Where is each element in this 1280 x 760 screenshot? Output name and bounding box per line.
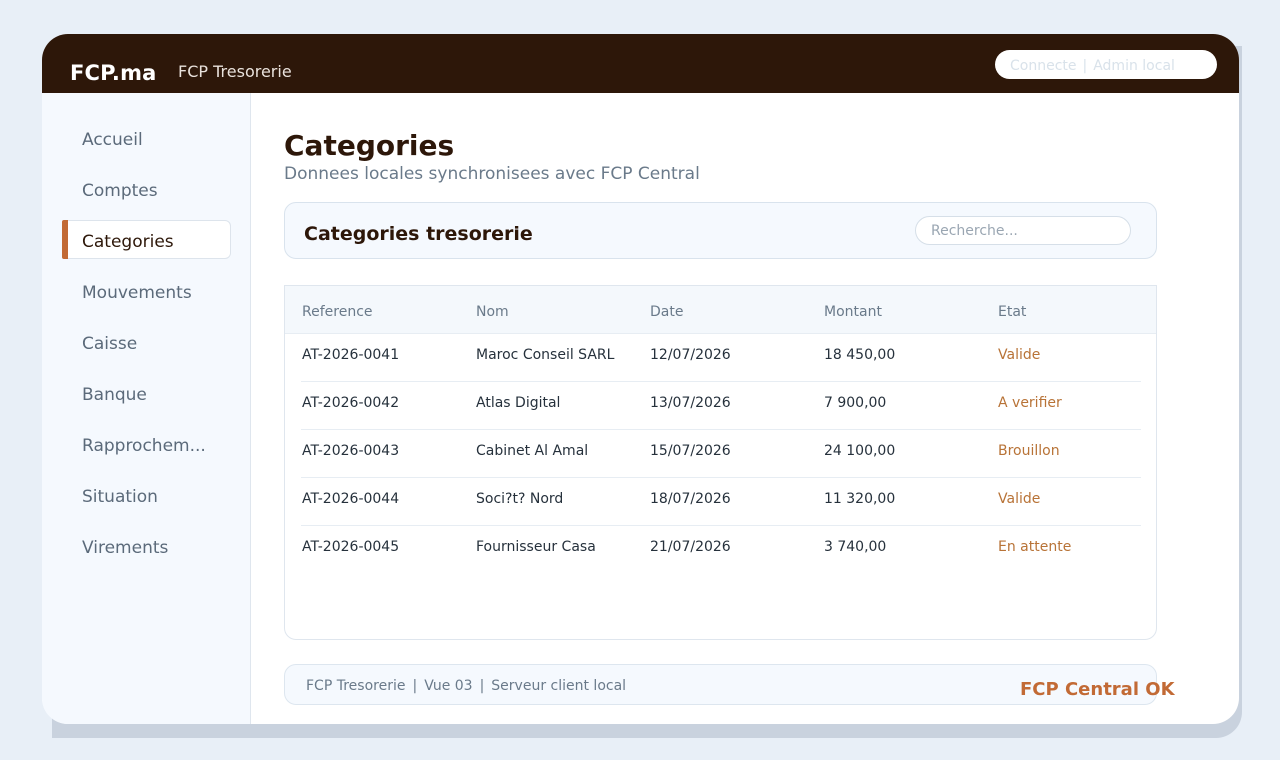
sidebar-item-situation[interactable]: Situation [82,487,158,507]
panel-title: Categories tresorerie [304,223,533,245]
table-row[interactable]: AT-2026-0042 Atlas Digital 13/07/2026 7 … [301,382,1141,430]
sidebar-item-comptes[interactable]: Comptes [82,181,158,201]
cell-date: 12/07/2026 [650,347,731,363]
cell-etat: En attente [998,539,1072,555]
cell-etat: A verifier [998,395,1062,411]
sidebar-item-banque[interactable]: Banque [82,385,147,405]
app-title: FCP Tresorerie [178,62,292,81]
search-input[interactable] [915,216,1131,245]
column-header-nom[interactable]: Nom [476,304,509,320]
table-row[interactable]: AT-2026-0044 Soci?t? Nord 18/07/2026 11 … [301,478,1141,526]
central-status-badge: FCP Central OK [1020,679,1175,700]
connection-status: Connecte [1010,58,1077,74]
footer-server: Serveur client local [491,678,627,694]
cell-montant: 24 100,00 [824,443,896,459]
cell-montant: 7 900,00 [824,395,887,411]
table-row[interactable]: AT-2026-0043 Cabinet Al Amal 15/07/2026 … [301,430,1141,478]
sidebar-item-rapprochement[interactable]: Rapprochem... [82,436,206,456]
column-header-reference[interactable]: Reference [302,304,373,320]
cell-montant: 11 320,00 [824,491,896,507]
sidebar-item-label: Categories [82,232,174,252]
page-title: Categories [284,129,455,162]
cell-montant: 3 740,00 [824,539,887,555]
footer-separator: | [479,678,485,694]
sidebar: Accueil Comptes Categories Mouvements Ca… [42,93,251,724]
cell-nom: Fournisseur Casa [476,539,596,555]
table-row[interactable]: AT-2026-0041 Maroc Conseil SARL 12/07/20… [301,334,1141,382]
cell-nom: Cabinet Al Amal [476,443,589,459]
top-bar: FCP.ma FCP Tresorerie Connecte | Admin loc… [42,34,1239,93]
footer-view: Vue 03 [424,678,473,694]
status-footer: FCP Tresorerie | Vue 03 | Serveur client loc… [284,664,1157,705]
sidebar-item-categories[interactable]: Categories [62,220,231,259]
cell-etat: Valide [998,347,1041,363]
sidebar-item-caisse[interactable]: Caisse [82,334,138,354]
brand-logo[interactable]: FCP.ma [70,61,157,85]
cell-date: 15/07/2026 [650,443,731,459]
cell-etat: Brouillon [998,443,1060,459]
footer-app: FCP Tresorerie [306,678,406,694]
sidebar-item-accueil[interactable]: Accueil [82,130,143,150]
connection-status-pill[interactable]: Connecte | Admin local [995,50,1217,79]
cell-date: 18/07/2026 [650,491,731,507]
sidebar-item-mouvements[interactable]: Mouvements [82,283,192,303]
cell-date: 13/07/2026 [650,395,731,411]
cell-nom: Maroc Conseil SARL [476,347,615,363]
panel-header: Categories tresorerie [284,202,1157,259]
footer-info: FCP Tresorerie | Vue 03 | Serveur client loc… [306,678,626,694]
cell-reference: AT-2026-0042 [302,395,400,411]
footer-separator: | [412,678,418,694]
cell-reference: AT-2026-0044 [302,491,400,507]
cell-date: 21/07/2026 [650,539,731,555]
data-table: Reference Nom Date Montant Etat AT-2026-… [284,285,1157,640]
cell-reference: AT-2026-0045 [302,539,400,555]
page-subtitle: Donnees locales synchronisees avec FCP C… [284,164,700,184]
cell-reference: AT-2026-0041 [302,347,400,363]
status-separator: | [1082,58,1088,74]
sidebar-item-virements[interactable]: Virements [82,538,169,558]
column-header-date[interactable]: Date [650,304,684,320]
active-indicator [62,220,68,259]
column-header-etat[interactable]: Etat [998,304,1027,320]
current-user: Admin local [1093,58,1175,74]
table-row[interactable]: AT-2026-0045 Fournisseur Casa 21/07/2026… [301,526,1141,574]
column-header-montant[interactable]: Montant [824,304,882,320]
cell-nom: Atlas Digital [476,395,561,411]
cell-etat: Valide [998,491,1041,507]
app-window: FCP.ma FCP Tresorerie Connecte | Admin loc… [42,34,1239,724]
cell-montant: 18 450,00 [824,347,896,363]
cell-reference: AT-2026-0043 [302,443,400,459]
table-header: Reference Nom Date Montant Etat [285,286,1156,334]
cell-nom: Soci?t? Nord [476,491,564,507]
